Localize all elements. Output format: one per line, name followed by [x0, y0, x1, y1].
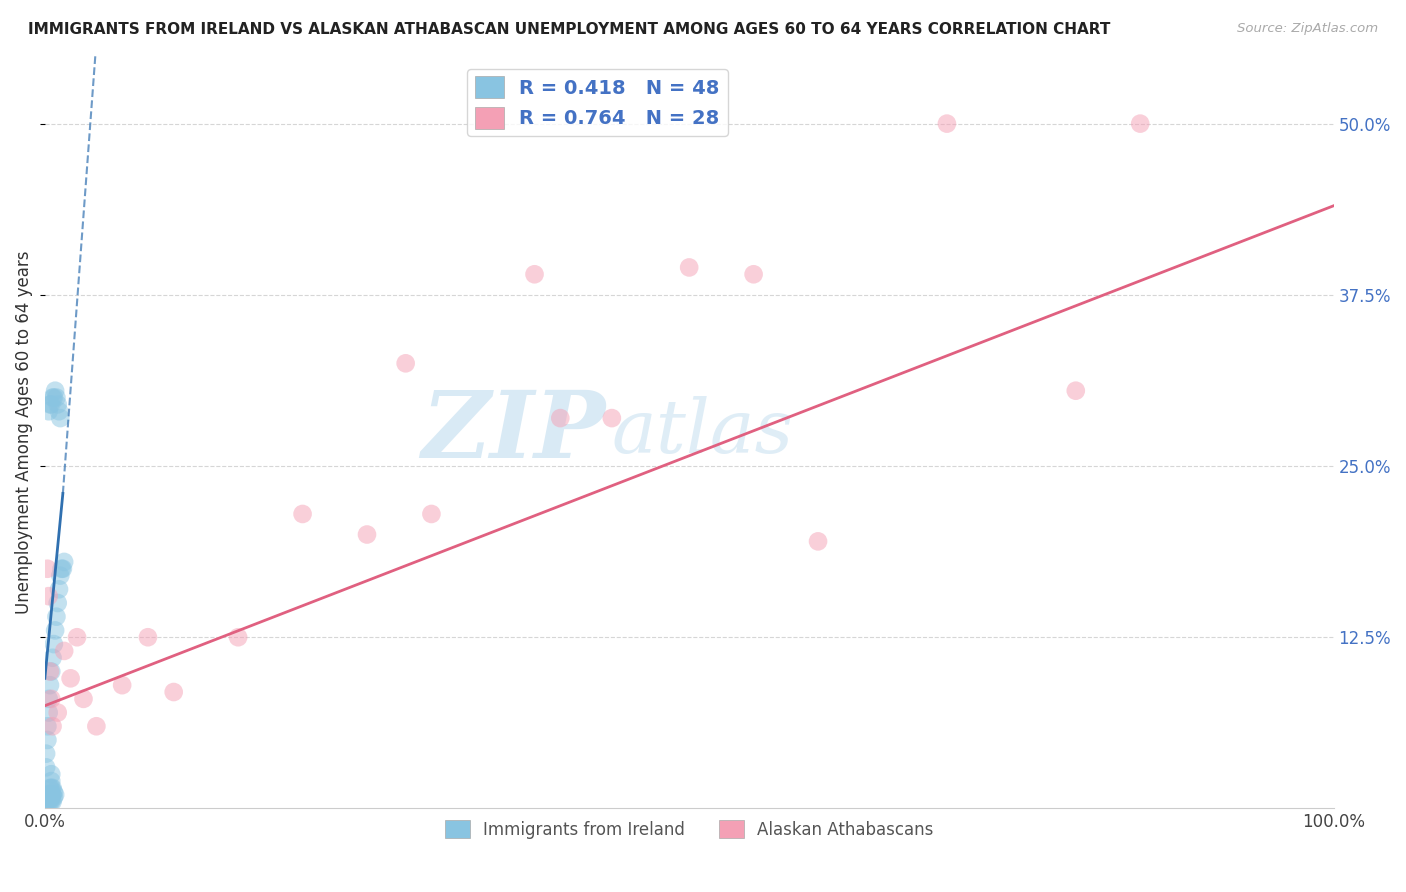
Point — [42, 391, 65, 405]
Text: ZIP: ZIP — [422, 387, 606, 477]
Point — [45, 391, 67, 405]
Point — [678, 260, 700, 275]
Point — [39, 665, 62, 679]
Point — [38, 691, 60, 706]
Point — [39, 665, 62, 679]
Point — [72, 691, 94, 706]
Point — [46, 706, 69, 720]
Point — [44, 624, 66, 638]
Point — [38, 589, 60, 603]
Point — [39, 788, 62, 802]
Point — [41, 650, 63, 665]
Point — [48, 404, 70, 418]
Point — [41, 780, 63, 795]
Point — [49, 568, 72, 582]
Point — [46, 397, 69, 411]
Point — [44, 384, 66, 398]
Point — [41, 795, 63, 809]
Point — [45, 609, 67, 624]
Point — [39, 790, 62, 805]
Point — [51, 562, 73, 576]
Point — [41, 719, 63, 733]
Point — [39, 691, 62, 706]
Point — [35, 747, 58, 761]
Point — [39, 774, 62, 789]
Point — [600, 411, 623, 425]
Point — [38, 795, 60, 809]
Point — [59, 671, 82, 685]
Point — [37, 795, 59, 809]
Point — [42, 785, 65, 799]
Point — [39, 780, 62, 795]
Point — [38, 788, 60, 802]
Point — [46, 596, 69, 610]
Point — [420, 507, 443, 521]
Point — [37, 562, 59, 576]
Point — [53, 644, 76, 658]
Point — [1064, 384, 1087, 398]
Point — [226, 630, 249, 644]
Point — [39, 397, 62, 411]
Point — [37, 719, 59, 733]
Point — [38, 706, 60, 720]
Text: IMMIGRANTS FROM IRELAND VS ALASKAN ATHABASCAN UNEMPLOYMENT AMONG AGES 60 TO 64 Y: IMMIGRANTS FROM IRELAND VS ALASKAN ATHAB… — [28, 22, 1111, 37]
Y-axis label: Unemployment Among Ages 60 to 64 years: Unemployment Among Ages 60 to 64 years — [15, 250, 32, 614]
Point — [39, 795, 62, 809]
Legend: Immigrants from Ireland, Alaskan Athabascans: Immigrants from Ireland, Alaskan Athabas… — [439, 814, 941, 846]
Point — [136, 630, 159, 644]
Point — [550, 411, 572, 425]
Point — [742, 267, 765, 281]
Point — [1129, 117, 1152, 131]
Point — [44, 788, 66, 802]
Point — [395, 356, 418, 370]
Point — [39, 767, 62, 781]
Point — [39, 788, 62, 802]
Point — [86, 719, 108, 733]
Point — [42, 790, 65, 805]
Point — [37, 733, 59, 747]
Point — [41, 788, 63, 802]
Point — [111, 678, 134, 692]
Point — [39, 780, 62, 795]
Point — [38, 404, 60, 418]
Text: Source: ZipAtlas.com: Source: ZipAtlas.com — [1237, 22, 1378, 36]
Point — [53, 555, 76, 569]
Point — [41, 391, 63, 405]
Point — [42, 637, 65, 651]
Point — [163, 685, 186, 699]
Point — [39, 795, 62, 809]
Point — [523, 267, 546, 281]
Point — [356, 527, 378, 541]
Text: atlas: atlas — [612, 395, 794, 468]
Point — [66, 630, 89, 644]
Point — [37, 788, 59, 802]
Point — [935, 117, 957, 131]
Point — [39, 397, 62, 411]
Point — [807, 534, 830, 549]
Point — [49, 411, 72, 425]
Point — [48, 582, 70, 597]
Point — [39, 790, 62, 805]
Point — [39, 678, 62, 692]
Point — [52, 562, 75, 576]
Point — [35, 760, 58, 774]
Point — [291, 507, 314, 521]
